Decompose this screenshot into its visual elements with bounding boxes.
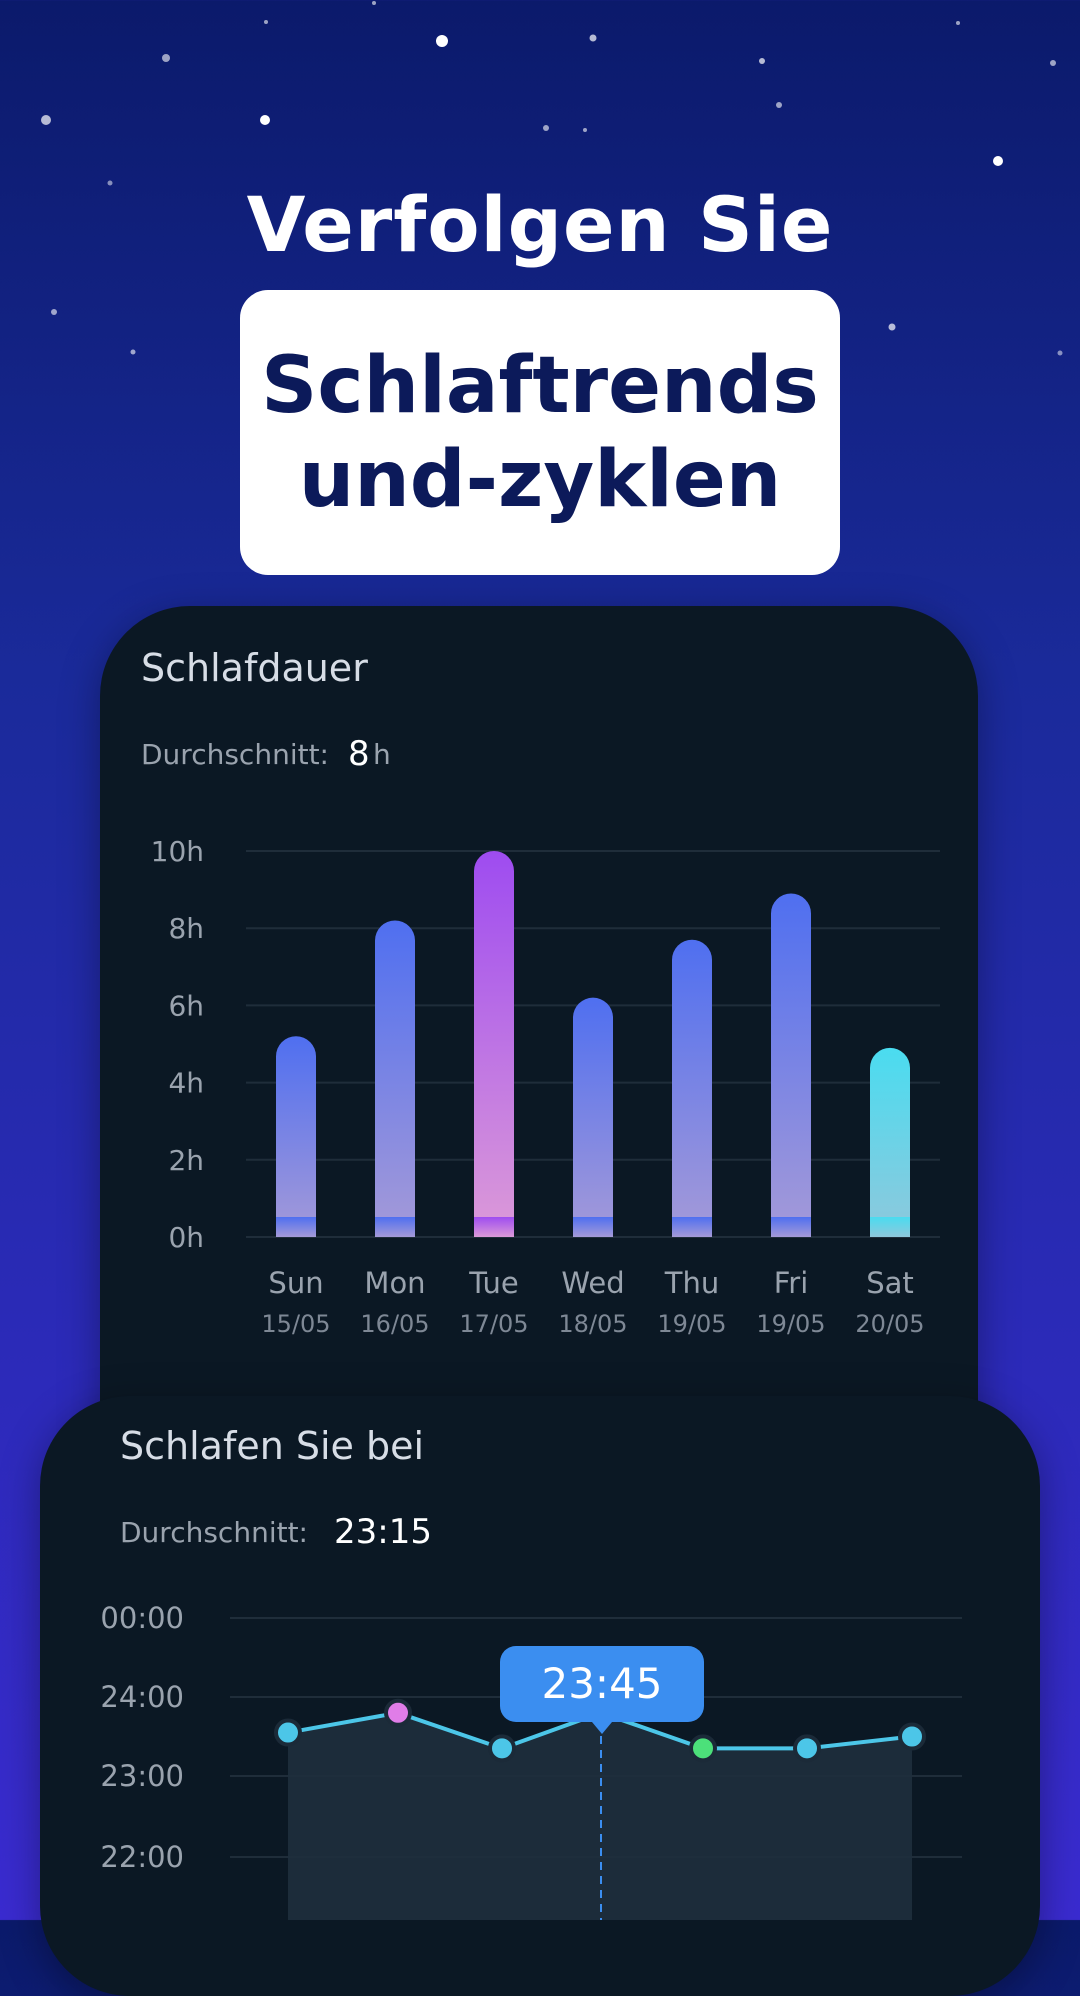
highlight-line-1: Schlaftrends [261,340,819,431]
sleep-duration-title: Schlafdauer [141,646,368,690]
sleep-duration-avg-value: 8 [348,734,370,774]
headline: Verfolgen Sie [246,180,834,269]
starry-sky-decoration [41,1,1063,356]
bedtime-tooltip: 23:45 [500,1646,704,1734]
sleep-duration-avg-unit: h [373,738,391,771]
bedtime-title: Schlafen Sie bei [120,1424,425,1468]
bedtime-avg-label: Durchschnitt: [120,1516,308,1549]
highlight-line-2: und-zyklen [298,434,782,525]
bedtime-avg-value: 23:15 [334,1512,432,1552]
highlight-box: Schlaftrends und-zyklen [240,290,840,575]
sleep-duration-avg-label: Durchschnitt: [141,738,329,771]
